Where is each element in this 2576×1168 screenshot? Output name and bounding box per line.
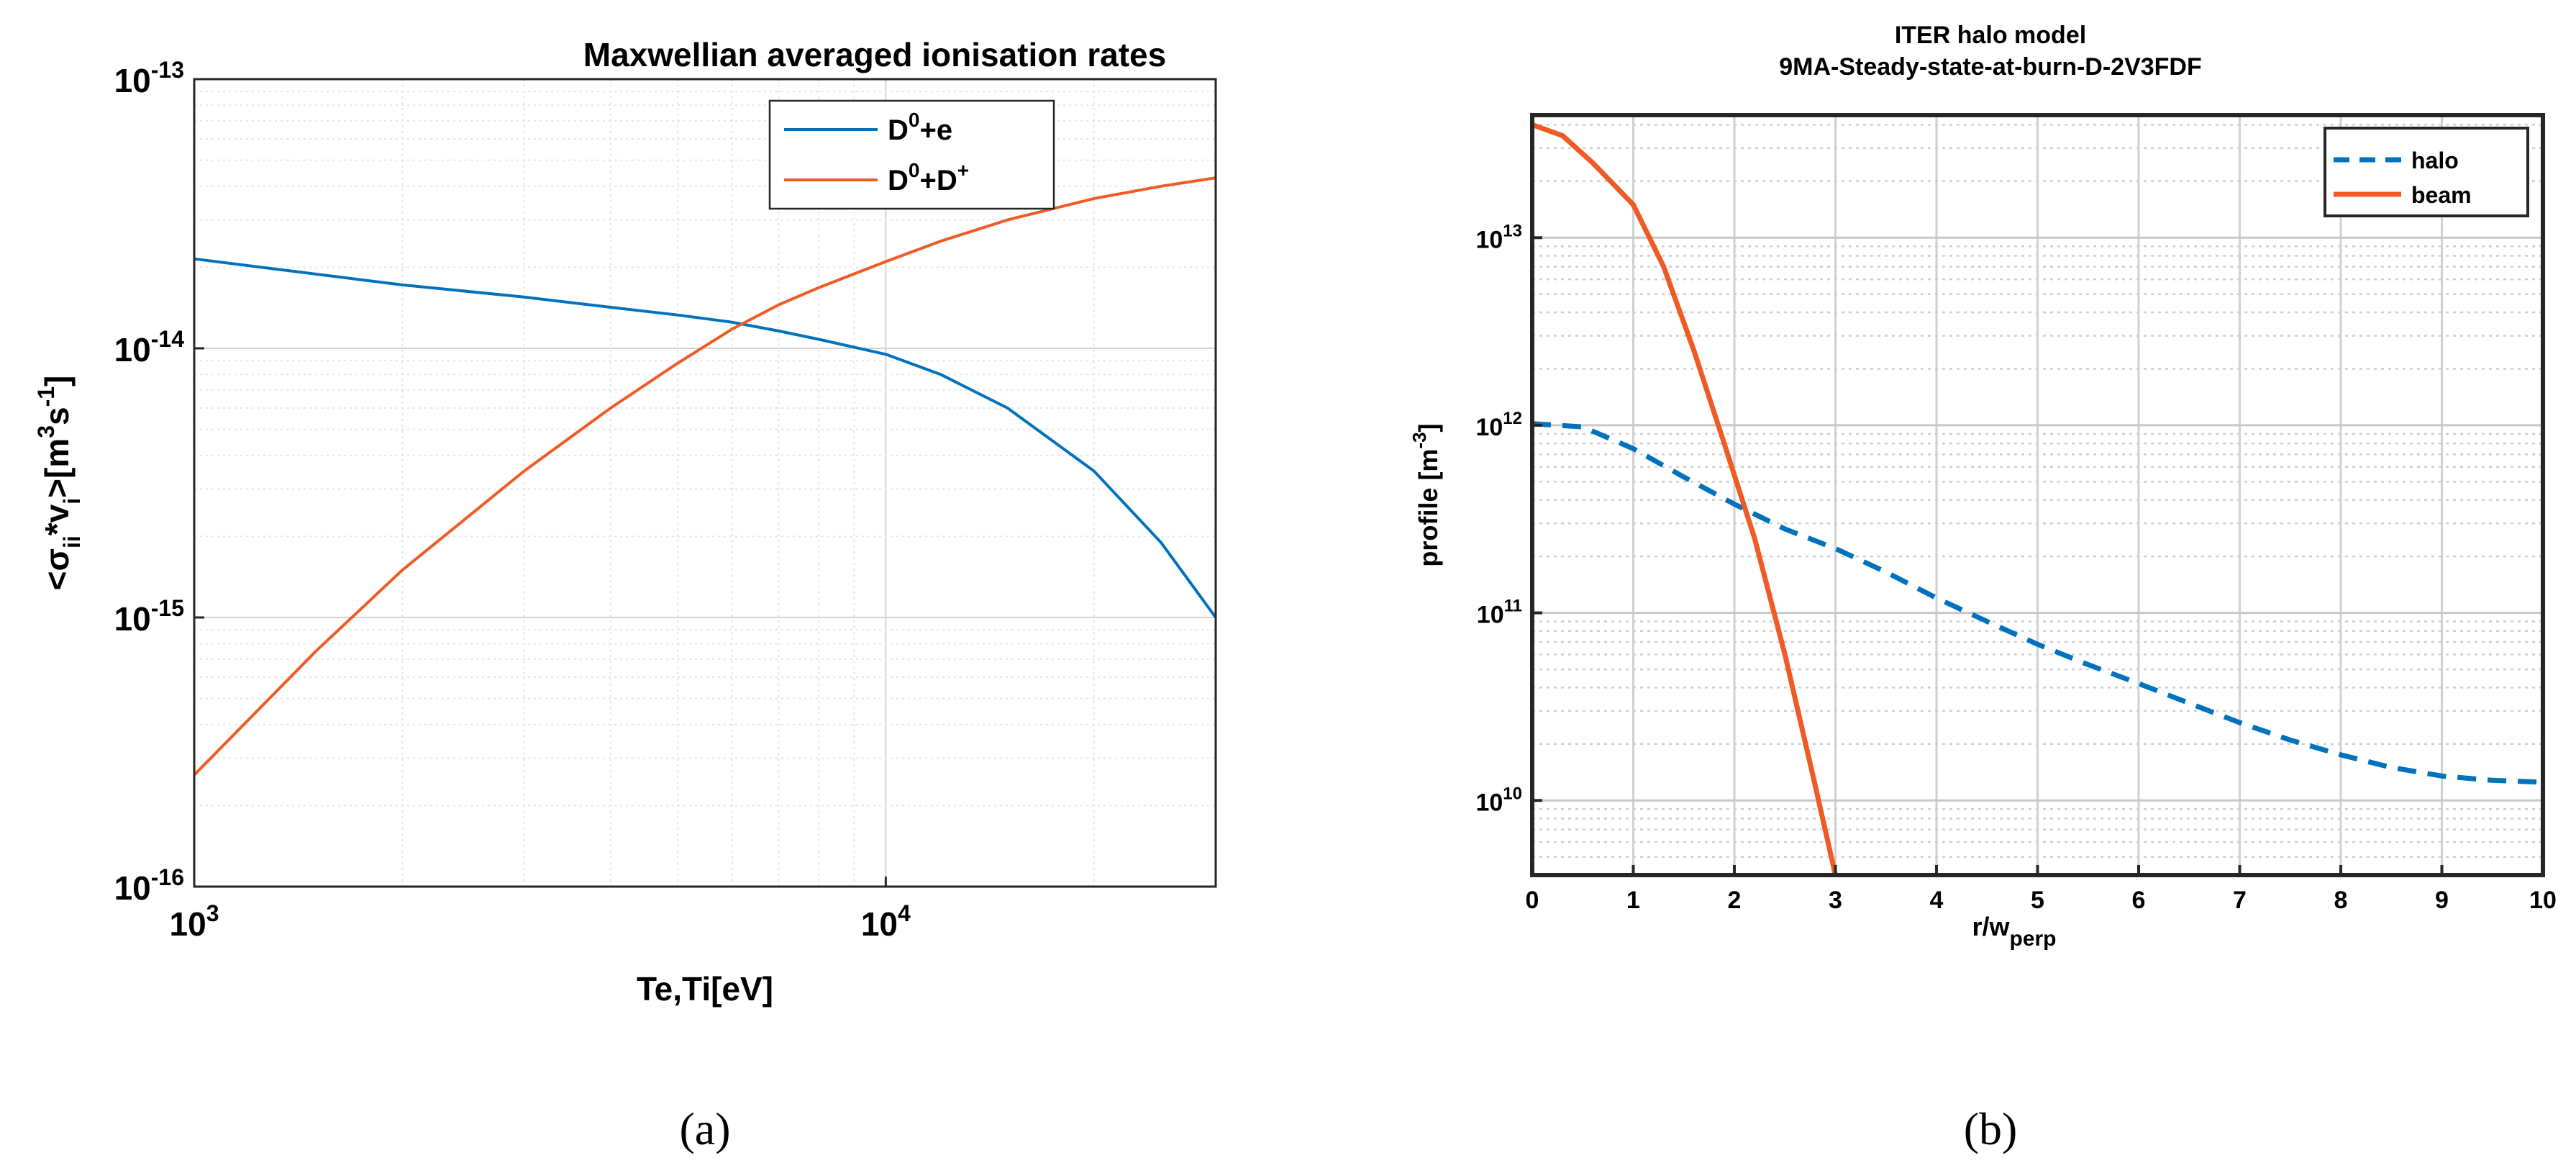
x-tick-label: 8 xyxy=(2334,887,2348,914)
chart-a-y-axis-label: <σii*vi>[m3s-1] xyxy=(33,376,85,591)
panel-label-b: (b) xyxy=(1964,1103,2018,1154)
y-tick-label: 1013 xyxy=(1475,221,1522,253)
chart-a-series xyxy=(193,176,1217,777)
chart-a-legend-box xyxy=(768,99,1055,210)
x-tick-label: 6 xyxy=(2132,887,2146,914)
chart-a-legend: D0+e D0+D+ xyxy=(768,99,1055,210)
legend-label-beam: beam xyxy=(2411,182,2472,208)
chart-b-grid xyxy=(1531,115,2544,875)
chart-b: ITER halo model 9MA-Steady-state-at-burn… xyxy=(1408,22,2557,1154)
x-tick-label: 1 xyxy=(1626,887,1640,914)
chart-b-legend-box xyxy=(2324,127,2529,217)
chart-b-title-line-1: ITER halo model xyxy=(1895,22,2086,49)
chart-a-plot-area xyxy=(194,79,1216,887)
chart-b-title-line-2: 9MA-Steady-state-at-burn-D-2V3FDF xyxy=(1779,53,2202,81)
chart-b-legend: halo beam xyxy=(2324,127,2529,217)
chart-a-title: Maxwellian averaged ionisation rates xyxy=(583,36,1166,73)
chart-b-series xyxy=(1531,122,2544,876)
legend-label-halo: halo xyxy=(2411,148,2459,173)
chart-a: Maxwellian averaged ionisation rates 103… xyxy=(33,36,1217,1154)
chart-a-axes-box xyxy=(193,78,1217,888)
y-tick-label: 1012 xyxy=(1475,409,1522,441)
x-tick-label: 3 xyxy=(1829,887,1842,914)
series-line-beam xyxy=(1531,122,1838,876)
x-tick-label: 4 xyxy=(1930,887,1944,914)
series-line-d0-e xyxy=(194,257,1217,619)
series-line-d0-d xyxy=(193,176,1216,777)
x-tick-label: 9 xyxy=(2435,887,2449,914)
svg-text:<σii*vi>[m3s-1]: <σii*vi>[m3s-1] xyxy=(33,376,85,591)
legend-label-d0-e: D0+e xyxy=(888,109,952,146)
legend-label-d0-d: D0+D+ xyxy=(888,159,969,196)
x-tick-label: 0 xyxy=(1526,887,1539,914)
x-tick-label: 5 xyxy=(2031,887,2044,914)
panel-label-a: (a) xyxy=(679,1103,730,1154)
x-tick-label: 10 xyxy=(2529,887,2557,914)
y-tick-label: 10-14 xyxy=(114,326,185,368)
chart-b-y-axis-label: profile [m-3] xyxy=(1408,423,1443,566)
x-tick-label: 7 xyxy=(2233,887,2247,914)
chart-b-x-axis-label: r/wperp xyxy=(1972,912,2056,951)
series-line-halo xyxy=(1532,421,2544,785)
y-tick-label: 1010 xyxy=(1475,784,1522,816)
x-tick-label: 104 xyxy=(861,900,911,943)
chart-a-ticks: 103 104 10-16 10-15 10-14 10-13 xyxy=(114,57,911,943)
chart-a-grid xyxy=(194,79,1216,887)
x-tick-label: 103 xyxy=(170,900,219,943)
x-tick-label: 2 xyxy=(1728,887,1742,914)
chart-a-x-axis-label: Te,Ti[eV] xyxy=(637,970,773,1008)
y-tick-label: 10-13 xyxy=(114,57,184,99)
y-tick-label: 10-16 xyxy=(114,864,184,907)
y-tick-label: 1011 xyxy=(1477,597,1522,629)
y-tick-label: 10-15 xyxy=(114,595,184,638)
svg-text:profile [m-3]: profile [m-3] xyxy=(1408,423,1443,566)
